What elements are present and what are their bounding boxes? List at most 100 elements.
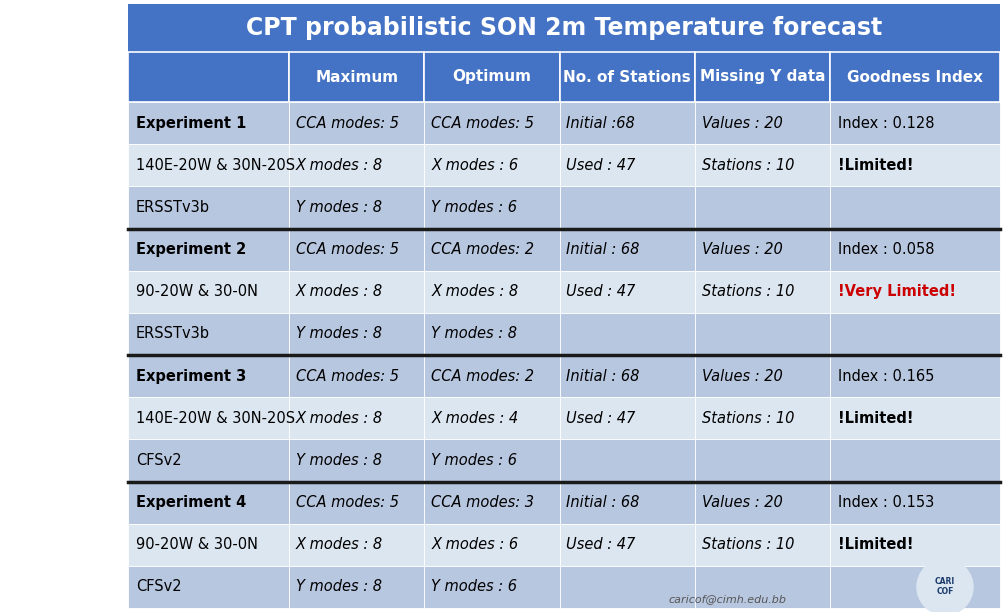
Bar: [559, 271, 695, 313]
Text: Initial : 68: Initial : 68: [566, 242, 640, 257]
Text: 140E-20W & 30N-20S: 140E-20W & 30N-20S: [136, 158, 295, 173]
Bar: [128, 524, 289, 566]
Text: Used : 47: Used : 47: [566, 411, 636, 426]
Text: Values : 20: Values : 20: [702, 368, 782, 384]
Bar: [830, 186, 1000, 228]
Bar: [830, 52, 1000, 102]
Bar: [289, 355, 424, 397]
Bar: [424, 186, 559, 228]
Bar: [424, 355, 559, 397]
Bar: [695, 144, 830, 186]
Text: Values : 20: Values : 20: [702, 495, 782, 510]
Text: caricof@cimh.edu.bb: caricof@cimh.edu.bb: [668, 594, 786, 604]
Bar: [559, 566, 695, 608]
Text: Y modes : 6: Y modes : 6: [431, 200, 517, 215]
Text: Index : 0.058: Index : 0.058: [839, 242, 935, 257]
Bar: [424, 52, 559, 102]
Text: Missing Y data: Missing Y data: [700, 70, 826, 84]
Text: Values : 20: Values : 20: [702, 116, 782, 130]
Bar: [128, 102, 289, 144]
Bar: [695, 566, 830, 608]
Text: !Limited!: !Limited!: [839, 537, 914, 552]
Text: !Limited!: !Limited!: [839, 411, 914, 426]
Bar: [128, 52, 289, 102]
Bar: [424, 102, 559, 144]
Bar: [289, 482, 424, 524]
Bar: [559, 439, 695, 482]
Text: Stations : 10: Stations : 10: [702, 411, 794, 426]
Bar: [424, 524, 559, 566]
Bar: [695, 524, 830, 566]
Bar: [289, 439, 424, 482]
Text: X modes : 8: X modes : 8: [296, 158, 383, 173]
Bar: [128, 482, 289, 524]
Text: !Very Limited!: !Very Limited!: [839, 284, 957, 299]
Bar: [830, 228, 1000, 271]
Bar: [695, 102, 830, 144]
Circle shape: [917, 559, 973, 612]
Bar: [128, 566, 289, 608]
Text: CCA modes: 3: CCA modes: 3: [431, 495, 534, 510]
Text: Maximum: Maximum: [316, 70, 398, 84]
Bar: [830, 482, 1000, 524]
Bar: [559, 52, 695, 102]
Text: CCA modes: 2: CCA modes: 2: [431, 242, 534, 257]
Bar: [289, 313, 424, 355]
Bar: [559, 228, 695, 271]
Text: No. of Stations: No. of Stations: [563, 70, 691, 84]
Text: ERSSTv3b: ERSSTv3b: [136, 200, 210, 215]
Text: Stations : 10: Stations : 10: [702, 537, 794, 552]
Bar: [424, 566, 559, 608]
Text: Values : 20: Values : 20: [702, 242, 782, 257]
Bar: [289, 52, 424, 102]
Bar: [830, 355, 1000, 397]
Bar: [289, 271, 424, 313]
Text: CPT probabilistic SON 2m Temperature forecast: CPT probabilistic SON 2m Temperature for…: [246, 16, 882, 40]
Text: COF: COF: [936, 588, 954, 597]
Text: X modes : 8: X modes : 8: [296, 537, 383, 552]
Bar: [289, 228, 424, 271]
Bar: [289, 186, 424, 228]
Text: Index : 0.128: Index : 0.128: [839, 116, 935, 130]
Bar: [289, 102, 424, 144]
Bar: [128, 271, 289, 313]
Bar: [128, 355, 289, 397]
Bar: [0, 0, 128, 612]
Text: CCA modes: 5: CCA modes: 5: [431, 116, 534, 130]
Bar: [128, 313, 289, 355]
Bar: [424, 271, 559, 313]
Bar: [695, 313, 830, 355]
Bar: [830, 524, 1000, 566]
Bar: [830, 439, 1000, 482]
Text: Used : 47: Used : 47: [566, 158, 636, 173]
Text: Optimum: Optimum: [453, 70, 531, 84]
Text: CCA modes: 5: CCA modes: 5: [296, 368, 399, 384]
Text: !Limited!: !Limited!: [839, 158, 914, 173]
Bar: [559, 144, 695, 186]
Text: Index : 0.165: Index : 0.165: [839, 368, 934, 384]
Bar: [559, 524, 695, 566]
Bar: [695, 52, 830, 102]
Bar: [830, 144, 1000, 186]
Text: X modes : 6: X modes : 6: [431, 537, 518, 552]
Bar: [424, 144, 559, 186]
Bar: [128, 4, 1000, 52]
Bar: [128, 186, 289, 228]
Text: CCA modes: 5: CCA modes: 5: [296, 116, 399, 130]
Text: Used : 47: Used : 47: [566, 284, 636, 299]
Bar: [695, 439, 830, 482]
Bar: [559, 397, 695, 439]
Bar: [830, 313, 1000, 355]
Text: Y modes : 8: Y modes : 8: [431, 326, 517, 341]
Bar: [289, 144, 424, 186]
Bar: [424, 439, 559, 482]
Text: Experiment 3: Experiment 3: [136, 368, 246, 384]
Bar: [128, 397, 289, 439]
Bar: [424, 482, 559, 524]
Text: X modes : 8: X modes : 8: [431, 284, 518, 299]
Text: Y modes : 8: Y modes : 8: [296, 580, 382, 594]
Text: X modes : 6: X modes : 6: [431, 158, 518, 173]
Text: CCA modes: 2: CCA modes: 2: [431, 368, 534, 384]
Text: Stations : 10: Stations : 10: [702, 284, 794, 299]
Bar: [424, 397, 559, 439]
